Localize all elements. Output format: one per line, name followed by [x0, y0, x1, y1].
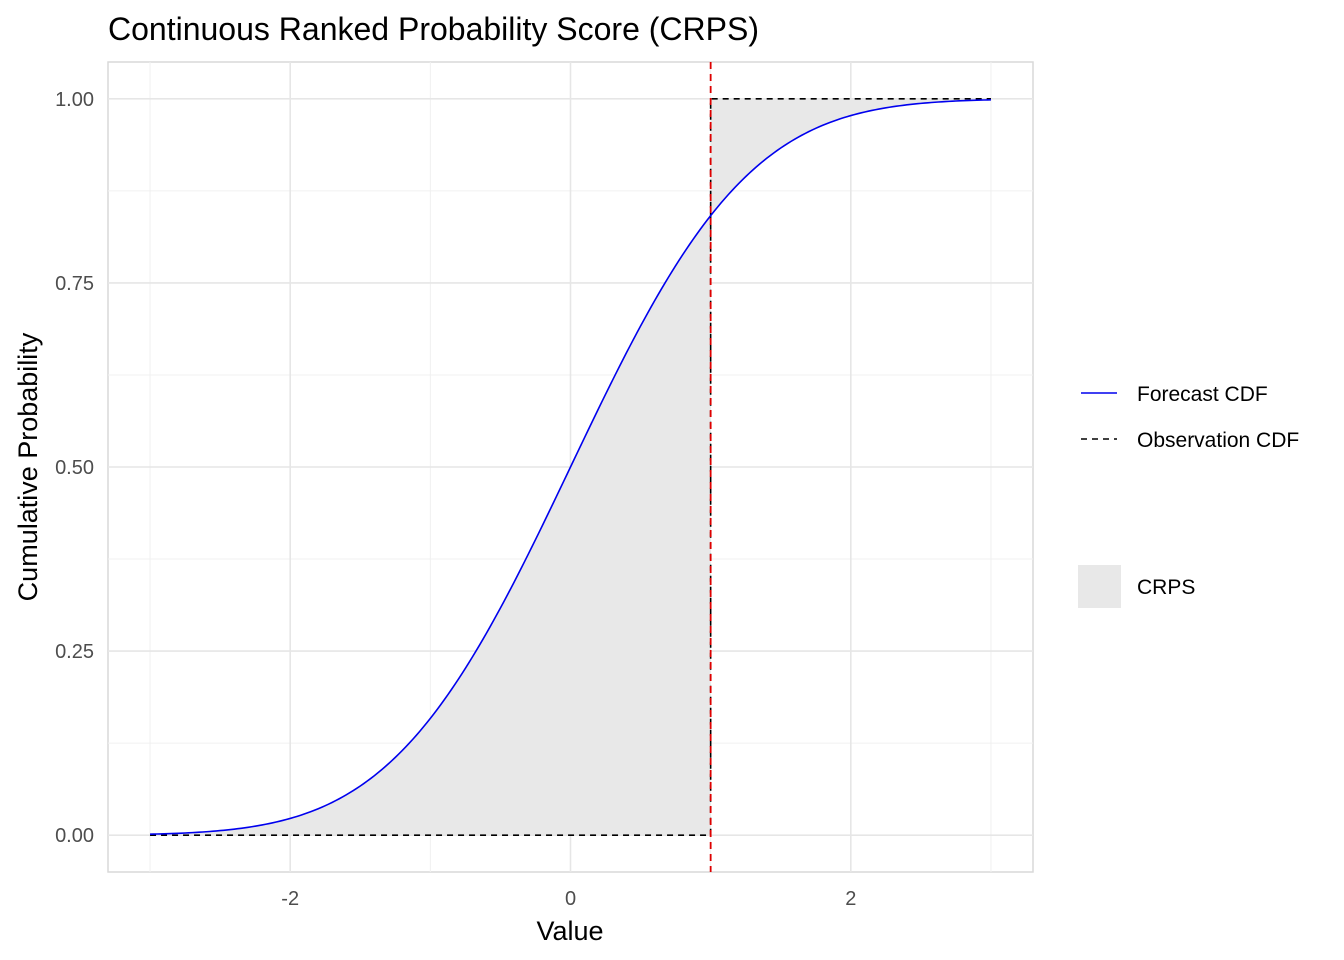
observation-cdf-line — [150, 98, 991, 836]
y-tick-label: 1.00 — [55, 89, 94, 111]
legend-key-crps — [1078, 565, 1121, 608]
legend-label: Observation CDF — [1137, 429, 1299, 452]
x-tick-label: 2 — [845, 888, 856, 910]
y-axis-title: Cumulative Probability — [13, 332, 43, 601]
y-tick-label: 0.00 — [55, 825, 94, 847]
y-tick-label: 0.75 — [55, 273, 94, 295]
x-axis-ticks: -2 0 2 — [281, 888, 856, 910]
legend-label: CRPS — [1137, 576, 1195, 599]
x-tick-label: -2 — [281, 888, 299, 910]
y-tick-label: 0.25 — [55, 641, 94, 663]
forecast-cdf-line — [150, 99, 991, 835]
legend: Forecast CDF Observation CDF CRPS — [1078, 383, 1299, 608]
x-axis-title: Value — [536, 916, 603, 946]
y-axis-ticks: 0.00 0.25 0.50 0.75 1.00 — [55, 89, 94, 847]
legend-label: Forecast CDF — [1137, 383, 1268, 406]
plot-panel — [107, 61, 1034, 873]
y-tick-label: 0.50 — [55, 457, 94, 479]
chart-title: Continuous Ranked Probability Score (CRP… — [108, 11, 759, 47]
x-tick-label: 0 — [565, 888, 576, 910]
